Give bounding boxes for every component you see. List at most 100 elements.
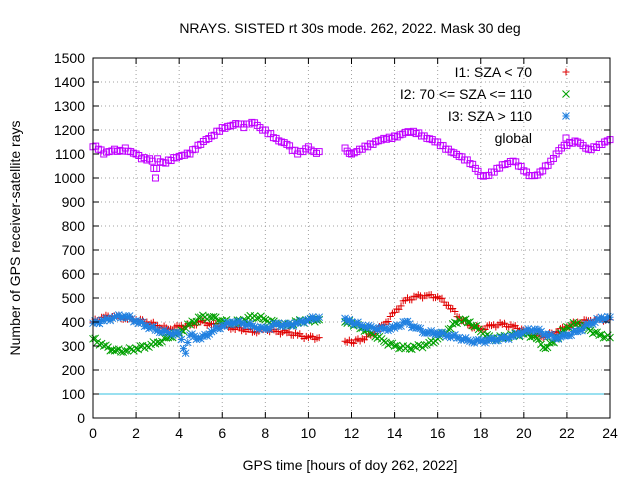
data-point <box>603 312 612 321</box>
data-point <box>248 322 257 330</box>
data-point <box>451 331 459 339</box>
data-point <box>147 323 156 332</box>
data-point <box>190 332 199 341</box>
data-point <box>395 305 403 313</box>
series-3 <box>89 118 614 182</box>
data-point <box>446 324 455 333</box>
data-point <box>250 322 259 331</box>
data-point <box>451 307 459 315</box>
data-point <box>597 330 606 339</box>
data-point <box>463 318 472 327</box>
data-point <box>474 335 483 344</box>
data-point <box>519 327 528 336</box>
data-point <box>108 314 117 323</box>
data-point <box>235 317 244 325</box>
x-tick-labels: 0 2 4 6 8 10 12 14 16 18 20 22 24 <box>89 425 618 441</box>
data-point <box>186 331 194 340</box>
data-point <box>345 149 353 157</box>
data-point <box>138 318 147 327</box>
data-point <box>438 294 446 302</box>
data-point <box>272 320 280 329</box>
data-point <box>392 341 401 350</box>
data-point <box>405 344 414 353</box>
data-point <box>175 330 184 338</box>
chart-title: NRAYS. SISTED rt 30s mode. 262, 2022. Ma… <box>179 20 520 36</box>
data-point <box>410 322 418 331</box>
data-point <box>418 328 427 337</box>
x-tick-label: 10 <box>301 425 317 441</box>
data-point <box>304 315 313 324</box>
data-point <box>171 328 179 337</box>
data-point <box>302 316 311 325</box>
x-tick-label: 12 <box>344 425 360 441</box>
data-point <box>99 342 108 350</box>
data-point <box>287 321 296 329</box>
y-tick-label: 100 <box>62 386 86 402</box>
data-point <box>543 343 552 352</box>
data-point <box>397 322 405 330</box>
y-tick-label: 700 <box>62 242 86 258</box>
data-point <box>444 301 452 309</box>
data-point <box>390 324 399 332</box>
data-point <box>547 330 556 339</box>
data-point <box>95 341 104 349</box>
data-point <box>127 314 136 323</box>
data-point <box>252 324 261 332</box>
y-tick-label: 1300 <box>54 98 85 114</box>
x-tick-label: 20 <box>516 425 532 441</box>
data-point <box>140 322 149 331</box>
data-point <box>537 327 545 336</box>
x-tick-label: 24 <box>602 425 618 441</box>
y-tick-label: 1200 <box>54 122 85 138</box>
data-point <box>408 296 416 304</box>
data-point <box>220 322 229 330</box>
data-point <box>451 318 459 327</box>
data-point <box>502 334 511 342</box>
data-point <box>136 317 145 326</box>
data-point <box>201 330 209 339</box>
data-point <box>274 319 283 328</box>
data-point <box>125 344 134 352</box>
data-point <box>315 334 323 342</box>
legend-marker <box>562 68 570 76</box>
data-point <box>350 339 358 347</box>
data-point <box>416 324 425 333</box>
data-point <box>194 313 203 322</box>
series-2 <box>89 311 614 358</box>
data-point <box>233 317 242 326</box>
data-point <box>442 332 451 341</box>
legend-label: I2: 70 <= SZA <= 110 <box>400 86 532 102</box>
data-point <box>259 314 268 323</box>
data-point <box>541 344 550 353</box>
data-point <box>578 326 586 335</box>
data-point <box>494 336 502 345</box>
data-point <box>315 148 323 156</box>
data-point <box>289 322 298 330</box>
data-point <box>104 343 112 352</box>
y-tick-label: 1400 <box>54 74 85 90</box>
data-point <box>149 322 158 331</box>
y-tick-label: 600 <box>62 266 86 282</box>
data-point <box>599 333 608 342</box>
data-point <box>130 317 138 326</box>
legend-marker <box>562 134 570 142</box>
data-point <box>407 323 416 332</box>
data-point <box>593 314 601 323</box>
data-point <box>466 337 474 346</box>
data-point <box>162 327 171 336</box>
data-point <box>448 331 457 340</box>
data-point <box>153 164 161 172</box>
x-tick-label: 6 <box>218 425 226 441</box>
data-point <box>216 324 224 333</box>
data-point <box>190 318 199 327</box>
data-point <box>379 325 388 334</box>
data-point <box>599 315 608 324</box>
y-axis-label: Number of GPS receiver-satellite rays <box>7 121 23 356</box>
x-tick-label: 16 <box>430 425 446 441</box>
data-point <box>386 339 395 348</box>
data-point <box>145 324 153 333</box>
data-point <box>136 342 145 351</box>
data-point <box>504 335 513 344</box>
